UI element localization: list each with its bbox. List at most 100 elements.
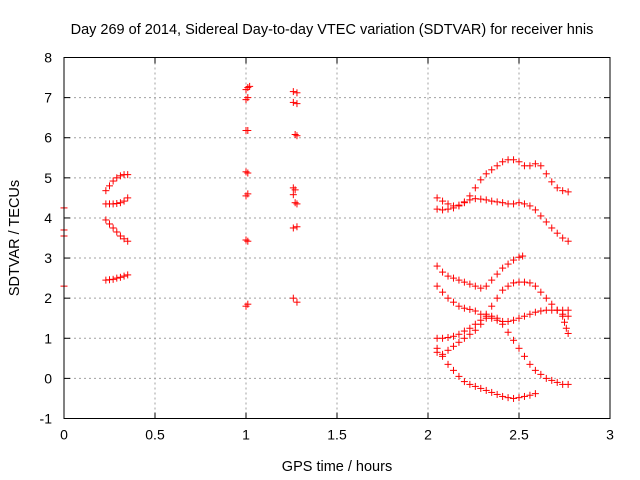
data-point [471, 382, 479, 390]
data-point [504, 317, 512, 325]
data-point [537, 162, 545, 170]
data-point [531, 282, 539, 290]
data-point [293, 132, 301, 140]
data-point [246, 82, 254, 90]
data-point [510, 200, 518, 208]
data-point [439, 334, 447, 342]
data-point [460, 378, 468, 386]
data-point [244, 94, 252, 102]
data-point [515, 253, 523, 261]
data-point [466, 280, 474, 288]
data-point [526, 360, 534, 368]
data-point [504, 328, 512, 336]
data-point [553, 306, 561, 314]
data-point [460, 278, 468, 286]
data-point [482, 196, 490, 204]
y-axis-label: SDTVAR / TECUs [7, 180, 23, 296]
data-point [542, 374, 550, 382]
data-point [293, 223, 301, 231]
data-point [449, 342, 457, 350]
data-point [510, 336, 518, 344]
data-point [493, 162, 501, 170]
data-point [120, 235, 128, 243]
data-point [460, 327, 468, 335]
data-point [244, 84, 252, 92]
data-point [531, 366, 539, 374]
data-point [542, 294, 550, 302]
data-point [548, 224, 556, 232]
data-point [542, 218, 550, 226]
y-tick-label: 0 [44, 370, 52, 386]
data-point [460, 199, 468, 207]
data-point [449, 332, 457, 340]
data-point [499, 320, 507, 328]
data-point [537, 212, 545, 220]
data-point [244, 300, 252, 308]
data-point [526, 202, 534, 210]
y-tick-label: 5 [44, 170, 52, 186]
x-tick-label: 3 [606, 427, 614, 443]
data-point [504, 260, 512, 268]
data-point [537, 307, 545, 315]
data-point [493, 314, 501, 322]
data-point [477, 195, 485, 203]
data-point [113, 200, 121, 208]
x-tick-label: 1.5 [327, 427, 347, 443]
data-point [289, 98, 297, 106]
data-point [289, 224, 297, 232]
data-point [455, 201, 463, 209]
data-point [504, 282, 512, 290]
x-tick-label: 0.5 [145, 427, 165, 443]
data-point [548, 300, 556, 308]
y-tick-label: 1 [44, 330, 52, 346]
data-point [526, 162, 534, 170]
data-point [515, 314, 523, 322]
data-point [499, 392, 507, 400]
data-point [488, 302, 496, 310]
data-point [460, 304, 468, 312]
data-point [455, 302, 463, 310]
data-point [510, 256, 518, 264]
data-point [116, 172, 124, 180]
data-point [562, 324, 570, 332]
data-point [244, 190, 252, 198]
x-axis-label: GPS time / hours [282, 459, 392, 475]
data-point [488, 388, 496, 396]
data-point [510, 156, 518, 164]
data-point [559, 310, 567, 318]
data-point [439, 352, 447, 360]
grid-lines [64, 57, 610, 419]
data-point [439, 268, 447, 276]
data-point [466, 330, 474, 338]
data-point [120, 272, 128, 280]
data-point [515, 344, 523, 352]
data-point [564, 306, 572, 314]
data-point [564, 380, 572, 388]
y-tick-label: 3 [44, 250, 52, 266]
x-tick-label: 2 [424, 427, 432, 443]
data-point [113, 174, 121, 182]
data-point [520, 278, 528, 286]
data-point [499, 199, 507, 207]
data-point [439, 288, 447, 296]
data-point [499, 158, 507, 166]
data-point [559, 234, 567, 242]
data-point [291, 131, 299, 139]
data-point [559, 187, 567, 195]
data-point [455, 276, 463, 284]
data-point [542, 170, 550, 178]
data-point [293, 200, 301, 208]
data-point [116, 273, 124, 281]
data-point [293, 298, 301, 306]
data-point [102, 216, 110, 224]
data-point [482, 386, 490, 394]
data-point [242, 168, 250, 176]
data-point [548, 178, 556, 186]
y-tick-label: 2 [44, 290, 52, 306]
data-point [109, 224, 117, 232]
data-point [553, 184, 561, 192]
x-tick-label: 1 [242, 427, 250, 443]
data-points [60, 82, 572, 402]
data-point [477, 176, 485, 184]
